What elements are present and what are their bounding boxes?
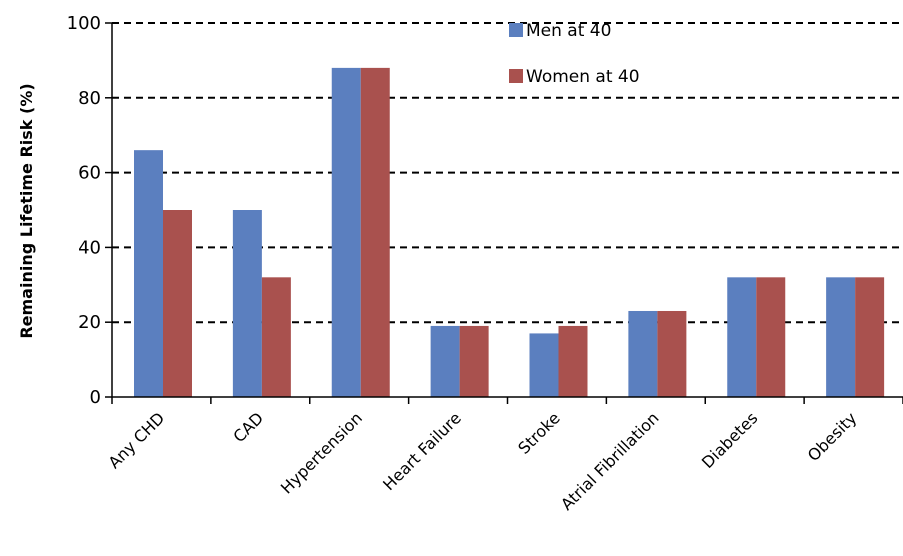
bar-women-3 [459, 325, 489, 397]
bar-men-6 [727, 277, 757, 397]
bar-women-7 [855, 277, 885, 397]
bar-men-3 [430, 325, 460, 397]
bar-women-1 [261, 277, 291, 397]
bar-men-2 [331, 67, 361, 397]
bar-women-5 [657, 310, 687, 397]
bar-women-6 [756, 277, 786, 397]
x-tick-label: Atrial Fibrillation [557, 408, 663, 514]
y-tick-label: 40 [78, 237, 101, 258]
bars [134, 67, 885, 397]
x-tick-label: Stroke [514, 408, 563, 457]
y-tick-labels: 0 20 40 60 80 100 [67, 13, 101, 408]
bar-men-7 [826, 277, 856, 397]
legend-swatch-men [509, 23, 523, 37]
x-tick-label: Hypertension [277, 408, 366, 497]
y-tick-label: 100 [67, 13, 101, 34]
bar-men-4 [529, 333, 559, 397]
axes [105, 22, 903, 404]
legend-label-women: Women at 40 [526, 67, 640, 87]
bar-men-0 [134, 150, 163, 397]
bar-men-5 [628, 310, 658, 397]
bar-women-4 [558, 325, 588, 397]
x-tick-label: Obesity [804, 408, 861, 465]
y-tick-label: 80 [78, 88, 101, 109]
x-tick-label: Diabetes [698, 408, 762, 472]
legend: Men at 40 Women at 40 [509, 21, 640, 87]
x-tick-label: Any CHD [105, 408, 169, 472]
x-tick-label: CAD [229, 408, 267, 446]
y-axis-label: Remaining Lifetime Risk (%) [17, 83, 36, 338]
y-tick-label: 0 [90, 387, 101, 408]
bar-men-1 [232, 210, 262, 397]
y-tick-label: 20 [78, 312, 101, 333]
bar-women-2 [360, 67, 390, 397]
bar-women-0 [163, 210, 192, 397]
y-tick-label: 60 [78, 163, 101, 184]
x-tick-label: Heart Failure [379, 408, 465, 494]
legend-swatch-women [509, 69, 523, 83]
x-tick-labels: Any CHD CAD Hypertension Heart Failure Strok… [105, 408, 861, 514]
legend-label-men: Men at 40 [526, 21, 611, 41]
